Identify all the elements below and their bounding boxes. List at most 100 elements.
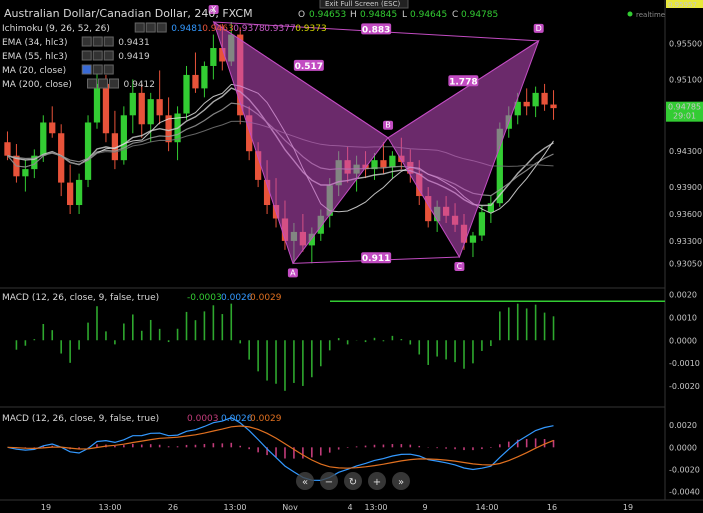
indicator-name[interactable]: MA (200, close)	[2, 80, 72, 90]
bar-countdown-label: 29:01	[673, 112, 696, 121]
format-icon[interactable]	[92, 64, 103, 75]
candle-body	[129, 92, 136, 116]
macd-1-title[interactable]: MACD (12, 26, close, 9, false, true)	[2, 293, 159, 303]
format-icon[interactable]	[98, 78, 108, 89]
pattern-line	[387, 40, 539, 139]
format-icon[interactable]	[92, 36, 103, 47]
close-icon[interactable]	[103, 64, 114, 75]
candle-body	[541, 92, 548, 105]
candle-body	[263, 179, 271, 206]
top-price-badge	[666, 0, 703, 8]
ratio-badge	[448, 75, 479, 87]
close-icon[interactable]	[103, 36, 114, 47]
macd-pane-1: 0.0020 0.0010 0.0000 -0.0010 -0.0020 MACD (12…	[2, 290, 700, 391]
format-icon[interactable]	[92, 50, 103, 61]
chart-title[interactable]: Australian Dollar/Canadian Dollar, 240, …	[4, 7, 253, 20]
ratio-badge	[361, 252, 392, 264]
time-tick-label: 13:00	[364, 503, 387, 512]
macd-tick-label: 0.0000	[669, 336, 697, 345]
price-tick-label: 0.95500	[669, 40, 702, 49]
format-icon[interactable]	[145, 22, 156, 33]
ohlc-readout: O 0.94653 H 0.94845 L 0.94645 C 0.94785	[298, 10, 498, 20]
indicator-name[interactable]: EMA (34, hlc3)	[2, 38, 68, 48]
candle-body	[22, 169, 29, 177]
rewind-icon-glyph: «	[302, 477, 308, 488]
indicator-name[interactable]: Ichimoku (9, 26, 52, 26)	[2, 24, 110, 34]
indicator-value: 0.9377	[264, 24, 296, 34]
candle-body	[84, 122, 92, 180]
candle-body	[478, 212, 486, 236]
candle-body	[93, 83, 101, 123]
forward-icon-glyph: »	[398, 477, 404, 488]
realtime-label: realtime	[636, 11, 665, 19]
macd-tick-label: -0.0020	[669, 382, 700, 391]
macd-2-title[interactable]: MACD (12, 26, close, 9, false, true)	[2, 414, 159, 424]
time-tick-label: 14:00	[475, 503, 498, 512]
macd-pane-2: 0.0020 0.0000 -0.0020 -0.0040 MACD (12, 26, …	[2, 414, 700, 496]
candle-body	[201, 65, 208, 89]
pattern-bcd-triangle	[387, 39, 540, 259]
ratio-label: 0.883	[362, 25, 390, 35]
indicator-value: 0.9373	[295, 24, 327, 34]
indicator-value: 0.9481	[171, 24, 203, 34]
settings-icon[interactable]	[81, 50, 92, 61]
realtime-dot-icon	[627, 11, 633, 17]
candle-body	[165, 115, 172, 143]
pattern-point-d: D	[536, 24, 542, 33]
candle-body	[183, 74, 190, 114]
pattern-point-a: A	[290, 268, 296, 277]
candle-body	[192, 74, 199, 89]
pattern-point-badge	[287, 268, 298, 278]
macd-tick-label: 0.0020	[669, 290, 697, 299]
macd-2-value: 0.0029	[250, 414, 282, 424]
macd-2-value: 0.0026	[221, 414, 253, 424]
exit-fullscreen-label[interactable]: Exit Full Screen (ESC)	[325, 0, 400, 8]
macd-1-value: 0.0029	[250, 293, 282, 303]
indicator-value: 0.9378	[233, 24, 265, 34]
zoom-out-icon-glyph: −	[325, 477, 333, 488]
time-tick-label: 13:00	[223, 503, 246, 512]
zoom-in-icon[interactable]	[368, 472, 386, 490]
candle-body	[138, 92, 145, 125]
zoom-out-icon[interactable]	[320, 472, 338, 490]
settings-icon[interactable]	[134, 22, 145, 33]
svg-text:0.94845: 0.94845	[360, 10, 397, 20]
price-axis: 0.955000.951000.947000.943000.939000.936…	[666, 0, 703, 268]
pattern-line	[213, 21, 389, 139]
rewind-icon[interactable]	[296, 472, 314, 490]
indicator-name[interactable]: EMA (55, hlc3)	[2, 52, 68, 62]
time-tick-label: 19	[623, 503, 633, 512]
candle-body	[550, 104, 557, 109]
candle-body	[246, 115, 253, 152]
candle-body	[31, 155, 38, 170]
close-icon[interactable]	[109, 78, 119, 89]
last-price-badge	[666, 101, 703, 122]
candle-body	[532, 92, 539, 107]
candle-body	[111, 133, 119, 161]
svg-text:L: L	[402, 10, 407, 20]
reset-icon-glyph: ↻	[349, 477, 357, 488]
zoom-in-icon-glyph: +	[373, 477, 381, 488]
candle-body	[389, 155, 396, 168]
settings-icon[interactable]	[87, 78, 97, 89]
settings-icon[interactable]	[81, 64, 92, 75]
price-tick-label: 0.94300	[669, 147, 702, 156]
settings-icon[interactable]	[81, 36, 92, 47]
indicator-name[interactable]: MA (20, close)	[2, 66, 66, 76]
price-tick-label: 0.93900	[669, 183, 702, 192]
svg-text:C: C	[452, 10, 458, 20]
macd-2-tick-label: 0.0020	[669, 421, 697, 430]
ratio-badge	[293, 59, 324, 71]
exit-fullscreen-button[interactable]	[319, 0, 409, 9]
candle-body	[210, 48, 217, 66]
svg-text:H: H	[350, 10, 357, 20]
candle-body	[147, 99, 154, 125]
forward-icon[interactable]	[392, 472, 410, 490]
macd-2-tick-label: -0.0040	[669, 487, 700, 496]
time-axis: 19 13:00 26 13:00 Nov 4 13:00 9 14:00 16 19	[41, 503, 633, 512]
close-icon[interactable]	[156, 22, 167, 33]
candle-body	[514, 101, 521, 116]
reset-icon[interactable]	[344, 472, 362, 490]
close-icon[interactable]	[103, 50, 114, 61]
macd-2-signal-line	[7, 425, 554, 469]
